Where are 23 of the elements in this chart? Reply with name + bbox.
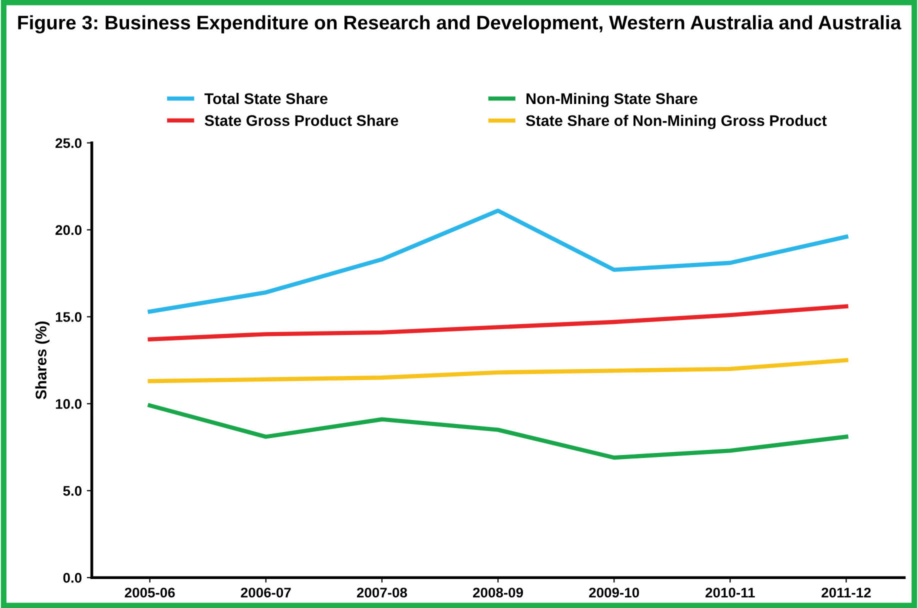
line-series bbox=[148, 403, 848, 460]
line-series bbox=[148, 358, 848, 384]
legend-label: State Share of Non-Mining Gross Product bbox=[526, 114, 827, 130]
legend-label: Non-Mining State Share bbox=[526, 92, 698, 108]
line-series bbox=[148, 304, 848, 342]
x-tick-label: 2008-09 bbox=[473, 588, 523, 598]
y-tick-label: 20.0 bbox=[56, 225, 82, 235]
legend-label: Total State Share bbox=[204, 92, 328, 104]
y-tick-label: 5.0 bbox=[63, 486, 82, 496]
y-tick-label: 15.0 bbox=[56, 312, 82, 322]
y-tick-label: 0.0 bbox=[63, 572, 82, 583]
legend-label: State Gross Product Share bbox=[204, 114, 398, 126]
x-tick-label: 2011-12 bbox=[822, 588, 871, 598]
x-tick-label: 2010-11 bbox=[706, 588, 755, 598]
x-tick-label: 2005-06 bbox=[124, 588, 175, 598]
chart-title: Figure 3: Business Expenditure on Research and Development, Western Australia and Australia bbox=[18, 15, 902, 34]
x-tick-label: 2007-08 bbox=[356, 588, 408, 598]
y-tick-label: 25.0 bbox=[56, 138, 82, 148]
line-series bbox=[148, 208, 848, 314]
x-tick-label: 2009-10 bbox=[589, 588, 639, 598]
y-tick-label: 10.0 bbox=[56, 399, 82, 409]
y-axis-title: Shares (%) bbox=[35, 322, 50, 400]
x-tick-label: 2006-07 bbox=[240, 588, 291, 598]
